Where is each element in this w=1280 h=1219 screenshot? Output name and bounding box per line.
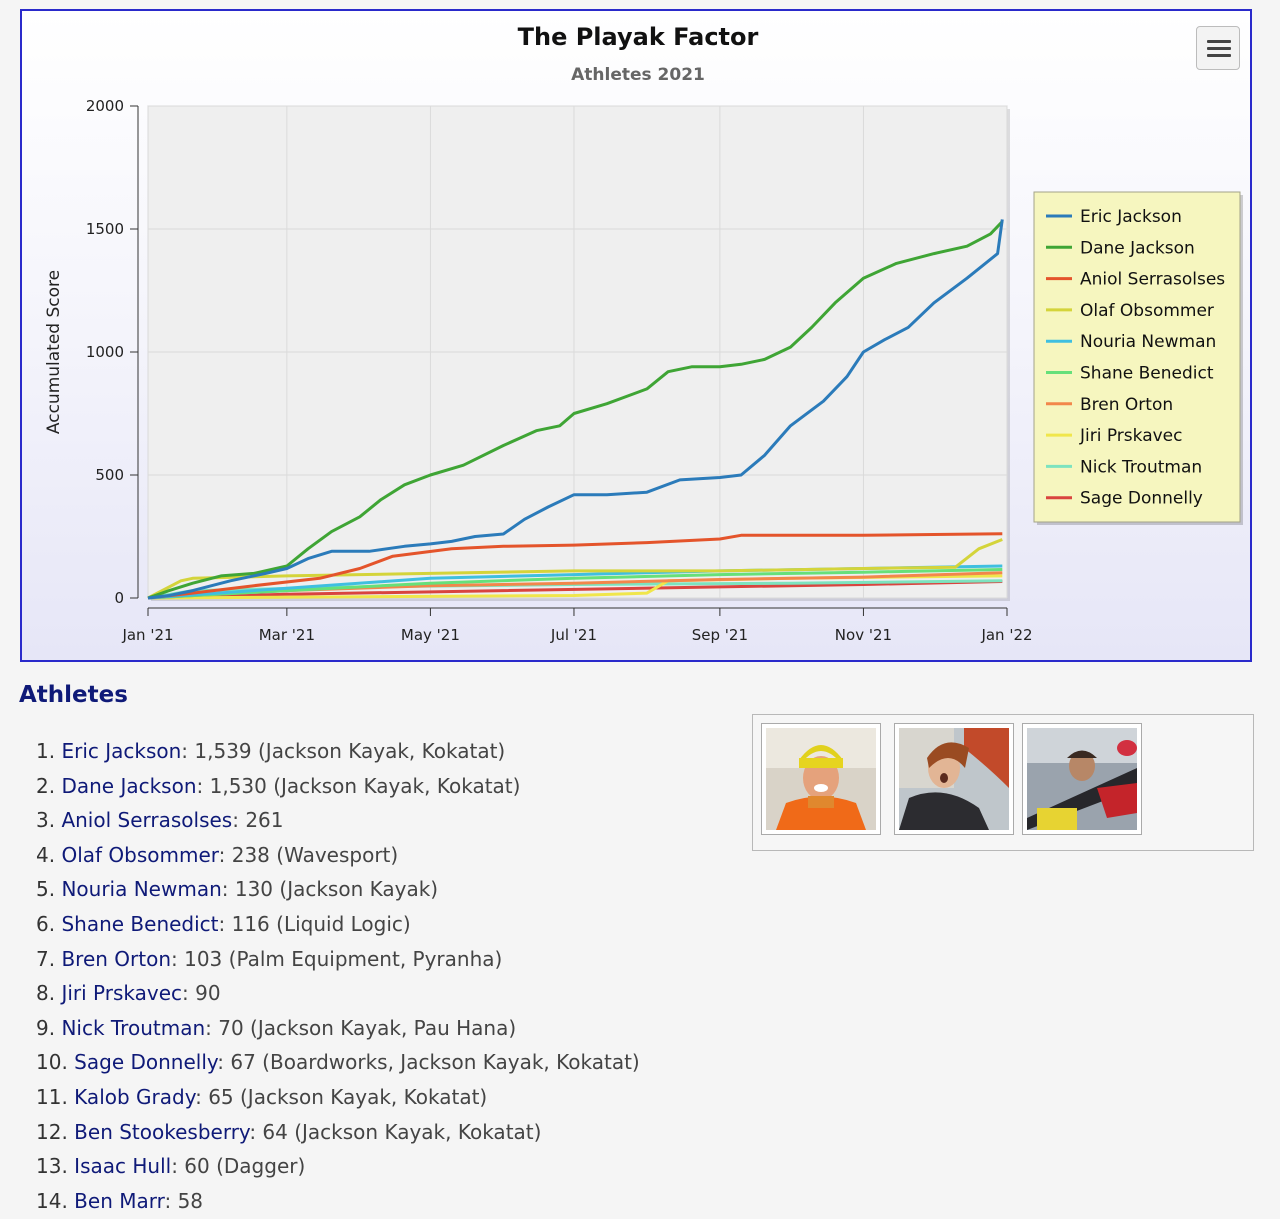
athlete-list-item: 14. Ben Marr: 58: [36, 1185, 640, 1219]
chart-title: The Playak Factor: [518, 23, 759, 51]
athlete-score-details: : 64 (Jackson Kayak, Kokatat): [249, 1119, 542, 1144]
athlete-score-details: : 65 (Jackson Kayak, Kokatat): [195, 1084, 488, 1109]
athlete-name-link[interactable]: Ben Stookesberry: [74, 1119, 250, 1144]
athlete-list-item: 2. Dane Jackson: 1,530 (Jackson Kayak, K…: [36, 770, 640, 805]
athlete-rank: 8.: [36, 981, 56, 1006]
athlete-rank: 6.: [36, 911, 56, 936]
series-line-olaf-obsommer[interactable]: [147, 538, 1003, 600]
athlete-list-item: 12. Ben Stookesberry: 64 (Jackson Kayak,…: [36, 1116, 640, 1151]
x-tick-label: Mar '21: [259, 626, 315, 644]
athlete-list: 1. Eric Jackson: 1,539 (Jackson Kayak, K…: [36, 735, 640, 1219]
athlete-score-details: : 103 (Palm Equipment, Pyranha): [171, 946, 503, 971]
legend-entry[interactable]: Eric Jackson: [1080, 207, 1182, 227]
athlete-list-item: 11. Kalob Grady: 65 (Jackson Kayak, Koka…: [36, 1081, 640, 1116]
line-chart: 0 500 1000 1500 2000 Jan '21 Mar '21 May '21 Jul…: [44, 23, 1243, 644]
x-tick-label: Jan '21: [121, 626, 173, 644]
athlete-name-link[interactable]: Nouria Newman: [61, 877, 222, 902]
athlete-score-details: : 90: [182, 981, 221, 1006]
legend-entry[interactable]: Bren Orton: [1080, 395, 1173, 415]
legend-entry[interactable]: Dane Jackson: [1080, 238, 1195, 258]
athlete-name-link[interactable]: Jiri Prskavec: [61, 981, 183, 1006]
athlete-list-item: 9. Nick Troutman: 70 (Jackson Kayak, Pau…: [36, 1012, 640, 1047]
athlete-name-link[interactable]: Bren Orton: [61, 946, 172, 971]
y-tick-label: 1000: [86, 343, 124, 361]
athlete-list-item: 4. Olaf Obsommer: 238 (Wavesport): [36, 839, 640, 874]
athlete-rank: 10.: [36, 1050, 68, 1075]
athlete-name-link[interactable]: Nick Troutman: [61, 1015, 206, 1040]
athlete-rank: 3.: [36, 808, 56, 833]
athlete-name-link[interactable]: Kalob Grady: [74, 1084, 196, 1109]
athlete-rank: 14.: [36, 1188, 68, 1213]
athlete-score-details: : 238 (Wavesport): [218, 842, 399, 867]
series-line-eric-jackson[interactable]: [147, 219, 1004, 600]
athlete-list-item: 1. Eric Jackson: 1,539 (Jackson Kayak, K…: [36, 735, 640, 770]
athlete-name-link[interactable]: Aniol Serrasolses: [61, 808, 233, 833]
athlete-list-item: 8. Jiri Prskavec: 90: [36, 977, 640, 1012]
x-tick-label: Jan '22: [980, 626, 1032, 644]
athlete-list-item: 6. Shane Benedict: 116 (Liquid Logic): [36, 908, 640, 943]
legend-entry[interactable]: Jiri Prskavec: [1079, 426, 1182, 446]
athlete-rank: 4.: [36, 842, 56, 867]
athlete-score-details: : 130 (Jackson Kayak): [221, 877, 439, 902]
athlete-rank: 9.: [36, 1015, 56, 1040]
athlete-name-link[interactable]: Olaf Obsommer: [61, 842, 219, 867]
athlete-photo[interactable]: [1022, 723, 1142, 835]
athlete-score-details: : 1,530 (Jackson Kayak, Kokatat): [196, 773, 521, 798]
athlete-rank: 5.: [36, 877, 56, 902]
athlete-name-link[interactable]: Isaac Hull: [74, 1154, 172, 1179]
athlete-name-link[interactable]: Ben Marr: [74, 1188, 165, 1213]
chart-subtitle: Athletes 2021: [571, 65, 705, 85]
athlete-rank: 11.: [36, 1084, 68, 1109]
y-tick-label: 500: [95, 466, 124, 484]
x-tick-label: Jul '21: [550, 626, 597, 644]
athlete-rank: 13.: [36, 1154, 68, 1179]
athlete-list-item: 5. Nouria Newman: 130 (Jackson Kayak): [36, 873, 640, 908]
athlete-list-item: 3. Aniol Serrasolses: 261: [36, 804, 640, 839]
athlete-score-details: : 70 (Jackson Kayak, Pau Hana): [205, 1015, 517, 1040]
athlete-rank: 12.: [36, 1119, 68, 1144]
legend-entry[interactable]: Shane Benedict: [1080, 364, 1214, 384]
athlete-list-item: 10. Sage Donnelly: 67 (Boardworks, Jacks…: [36, 1046, 640, 1081]
athlete-score-details: : 116 (Liquid Logic): [218, 911, 411, 936]
legend-entry[interactable]: Nouria Newman: [1080, 332, 1216, 352]
series-line-aniol-serrasolses[interactable]: [147, 532, 1003, 600]
athlete-name-link[interactable]: Sage Donnelly: [74, 1050, 218, 1075]
x-tick-label: May '21: [401, 626, 460, 644]
athlete-score-details: : 67 (Boardworks, Jackson Kayak, Kokatat…: [217, 1050, 640, 1075]
series-line-shane-benedict[interactable]: [147, 568, 1003, 600]
series-line-dane-jackson[interactable]: [147, 220, 1004, 600]
y-axis-label: Accumulated Score: [44, 270, 64, 434]
chart-panel: 0 500 1000 1500 2000 Jan '21 Mar '21 May '21 Jul…: [20, 9, 1252, 662]
athlete-score-details: : 58: [164, 1188, 204, 1213]
athlete-photo[interactable]: [894, 723, 1014, 835]
athlete-photos: [752, 714, 1254, 851]
athlete-rank: 7.: [36, 946, 56, 971]
athlete-photo[interactable]: [761, 723, 881, 835]
athlete-list-item: 13. Isaac Hull: 60 (Dagger): [36, 1150, 640, 1185]
athlete-name-link[interactable]: Shane Benedict: [61, 911, 219, 936]
athlete-name-link[interactable]: Eric Jackson: [61, 739, 182, 763]
x-tick-label: Nov '21: [835, 626, 892, 644]
legend-entry[interactable]: Nick Troutman: [1080, 457, 1202, 477]
athlete-rank: 2.: [36, 773, 56, 798]
athlete-rank: 1.: [36, 739, 56, 763]
x-tick-label: Sep '21: [692, 626, 748, 644]
legend-entry[interactable]: Sage Donnelly: [1080, 489, 1203, 509]
hamburger-icon: [1207, 40, 1231, 43]
y-tick-label: 1500: [86, 220, 124, 238]
athlete-name-link[interactable]: Dane Jackson: [61, 773, 197, 798]
athlete-score-details: : 60 (Dagger): [171, 1154, 306, 1179]
athlete-list-item: 7. Bren Orton: 103 (Palm Equipment, Pyra…: [36, 943, 640, 978]
y-tick-label: 0: [114, 589, 124, 607]
chart-menu-button[interactable]: [1196, 26, 1240, 70]
series-line-sage-donnelly[interactable]: [147, 580, 1003, 600]
athlete-score-details: : 261: [232, 808, 284, 833]
athlete-score-details: : 1,539 (Jackson Kayak, Kokatat): [181, 739, 506, 763]
legend-entry[interactable]: Olaf Obsommer: [1080, 301, 1214, 321]
legend-entry[interactable]: Aniol Serrasolses: [1080, 270, 1225, 290]
y-tick-label: 2000: [86, 97, 124, 115]
athletes-heading: Athletes: [19, 682, 128, 708]
